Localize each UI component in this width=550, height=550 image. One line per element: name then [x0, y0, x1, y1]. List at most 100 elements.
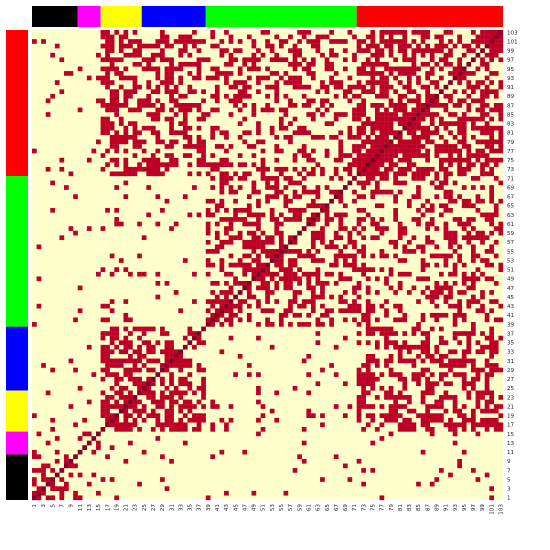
heatmap-cell [306, 322, 312, 327]
heatmap-cell [187, 61, 193, 67]
heatmap-cell [498, 134, 504, 140]
heatmap-cell [45, 481, 51, 487]
heatmap-cell [182, 413, 188, 419]
heatmap-cell [489, 486, 494, 492]
heatmap-cell [237, 93, 243, 99]
heatmap-cell [196, 139, 202, 145]
heatmap-cell [201, 390, 206, 396]
heatmap-cell [246, 312, 252, 318]
heatmap-cell [475, 194, 481, 199]
heatmap-cell [384, 84, 389, 90]
heatmap-cell [489, 495, 494, 501]
x-tick-label: 25 [142, 504, 148, 512]
heatmap-cell [100, 80, 106, 85]
heatmap-cell [365, 326, 371, 332]
heatmap-cell [141, 125, 147, 131]
heatmap-cell [356, 285, 362, 291]
heatmap-cell [452, 408, 458, 414]
heatmap-cell [329, 189, 334, 195]
heatmap-cell [438, 395, 444, 400]
heatmap-cell [452, 262, 458, 268]
heatmap-cell [484, 399, 490, 405]
heatmap-cell [475, 176, 481, 181]
heatmap-cell [461, 75, 467, 81]
heatmap-cell [365, 322, 371, 327]
heatmap-cell [416, 148, 421, 154]
heatmap-cell [443, 103, 449, 108]
heatmap-cell [210, 399, 216, 405]
heatmap-cell [370, 376, 376, 382]
heatmap-cell [155, 89, 161, 95]
heatmap-cell [196, 75, 202, 81]
heatmap-cell [196, 157, 202, 163]
heatmap-cell [150, 89, 156, 95]
heatmap-cell [320, 34, 325, 40]
heatmap-cell [109, 308, 115, 314]
heatmap-cell [480, 367, 485, 373]
heatmap-cell [397, 358, 403, 364]
heatmap-cell [374, 395, 380, 400]
heatmap-cell [393, 244, 398, 250]
x-tick-label: 37 [197, 504, 203, 512]
heatmap-cell [123, 125, 129, 131]
heatmap-cell [420, 331, 426, 336]
heatmap-cell [443, 203, 449, 209]
heatmap-cell [214, 93, 220, 99]
heatmap-cell [123, 66, 129, 72]
heatmap-cell [434, 477, 440, 482]
heatmap-cell [411, 52, 417, 58]
heatmap-cell [379, 422, 385, 428]
heatmap-cell [457, 221, 462, 227]
heatmap-cell [416, 221, 421, 227]
heatmap-cell [457, 408, 462, 414]
heatmap-cell [356, 130, 362, 136]
heatmap-cell [374, 43, 380, 49]
heatmap-cell [356, 144, 362, 149]
heatmap-cell [301, 66, 307, 72]
heatmap-cell [452, 372, 458, 377]
heatmap-cell [320, 226, 325, 231]
heatmap-cell [379, 267, 385, 272]
heatmap-cell [77, 285, 83, 291]
heatmap-cell [420, 112, 426, 117]
heatmap-cell [425, 43, 430, 49]
heatmap-cell [489, 134, 494, 140]
heatmap-cell [370, 385, 376, 391]
heatmap-cell [292, 75, 298, 81]
heatmap-cell [333, 39, 339, 44]
heatmap-cell [333, 235, 339, 241]
heatmap-cell [388, 116, 394, 122]
heatmap-cell [397, 171, 403, 177]
heatmap-cell [320, 303, 325, 309]
heatmap-cell [237, 235, 243, 241]
heatmap-cell [96, 271, 101, 277]
heatmap-cell [443, 381, 449, 387]
heatmap-cell [429, 381, 435, 387]
heatmap-cell [182, 39, 188, 44]
heatmap-cell [100, 103, 106, 108]
heatmap-cell [384, 340, 389, 345]
heatmap-cell [493, 349, 499, 355]
heatmap-cell [219, 189, 225, 195]
heatmap-cell [182, 43, 188, 49]
heatmap-cell [114, 344, 120, 350]
heatmap-cell [448, 207, 453, 213]
heatmap-cell [452, 322, 458, 327]
heatmap-cell [470, 217, 476, 222]
heatmap-cell [301, 176, 307, 181]
heatmap-cell [265, 239, 270, 245]
heatmap-cell [452, 89, 458, 95]
heatmap-cell [260, 262, 266, 268]
heatmap-cell [438, 404, 444, 409]
heatmap-cell [397, 39, 403, 44]
heatmap-cell [324, 107, 330, 113]
heatmap-cell [256, 385, 261, 391]
heatmap-cell [260, 239, 266, 245]
heatmap-cell [443, 121, 449, 126]
heatmap-cell [100, 125, 106, 131]
heatmap-cell [219, 417, 225, 423]
heatmap-cell [448, 162, 453, 168]
heatmap-cell [438, 66, 444, 72]
heatmap-cell [50, 426, 56, 432]
heatmap-cell [187, 404, 193, 409]
